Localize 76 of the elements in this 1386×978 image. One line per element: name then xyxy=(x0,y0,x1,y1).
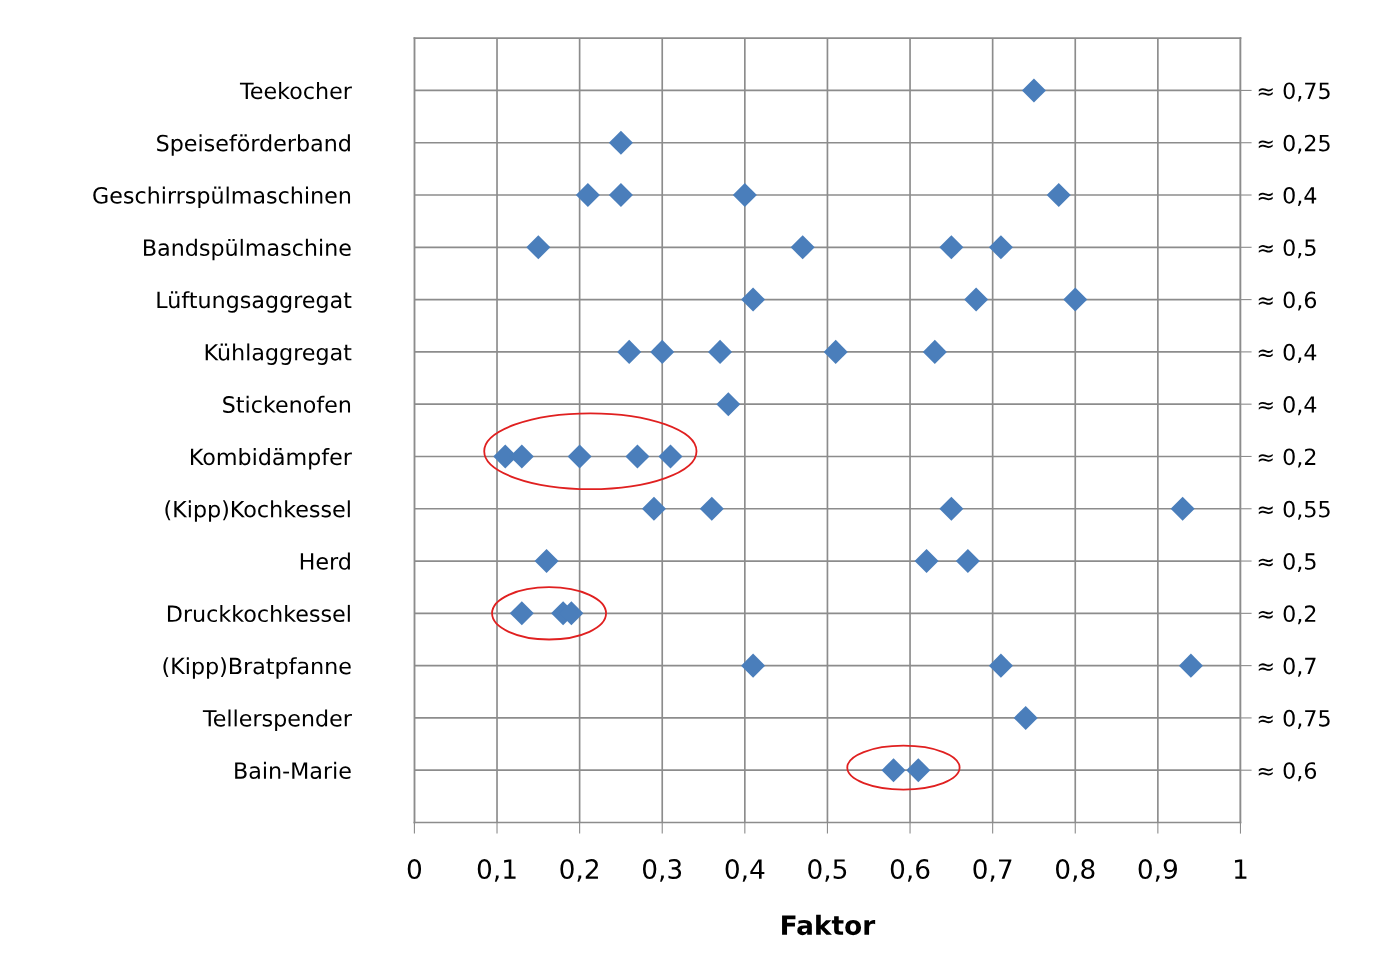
x-tick-label: 0,8 xyxy=(1056,859,1095,882)
y-tick-label: Tellerspender xyxy=(202,709,352,731)
point xyxy=(914,549,939,574)
point xyxy=(716,392,741,417)
x-tick-label: 0,9 xyxy=(1138,859,1177,882)
point xyxy=(988,235,1013,260)
y2-tick-label: ≈ 0,6 xyxy=(1258,291,1317,311)
y2-tick-label: ≈ 0,25 xyxy=(1258,134,1330,154)
x-tick-label: 1 xyxy=(1234,859,1247,879)
y-tick-label: Teekocher xyxy=(239,81,352,100)
y-tick-label: (Kipp)Bratpfanne xyxy=(163,657,351,679)
point xyxy=(1013,705,1038,730)
point xyxy=(922,339,947,364)
y-tick-label: Kombidämpfer xyxy=(191,448,352,470)
x-tick-label: 0,5 xyxy=(808,859,847,882)
y2-tick-label: ≈ 0,5 xyxy=(1258,553,1316,573)
point xyxy=(708,339,733,364)
point xyxy=(964,287,989,312)
y2-tick-label: ≈ 0,2 xyxy=(1258,448,1316,468)
point xyxy=(625,444,650,469)
point xyxy=(650,339,675,364)
y2-tick-label: ≈ 0,75 xyxy=(1258,82,1330,102)
point xyxy=(741,287,766,312)
y2-tick-label: ≈ 0,6 xyxy=(1258,762,1317,782)
point xyxy=(567,444,592,469)
point xyxy=(732,182,757,208)
y-tick-label: (Kipp)Kochkessel xyxy=(165,500,350,522)
y-tick-label: Geschirrspülmaschinen xyxy=(93,186,351,209)
x-tick-label: 0,6 xyxy=(890,859,930,882)
y-tick-label: Herd xyxy=(300,552,350,570)
y2-tick-label: ≈ 0,4 xyxy=(1258,396,1317,416)
x-axis-title: Faktor xyxy=(782,914,876,936)
y-tick-label: Stickenofen xyxy=(223,395,351,413)
y-tick-label: Druckkochkessel xyxy=(167,604,350,623)
point xyxy=(658,444,683,469)
point xyxy=(1170,496,1195,521)
y2-tick-label: ≈ 0,4 xyxy=(1258,343,1317,363)
y2-tick-label: ≈ 0,75 xyxy=(1258,709,1330,729)
point xyxy=(1178,653,1203,678)
y-tick-label: Lüftungsaggregat xyxy=(157,291,352,313)
point xyxy=(881,758,906,783)
point xyxy=(526,235,551,260)
y2-tick-label: ≈ 0,2 xyxy=(1258,605,1316,625)
point xyxy=(699,496,724,521)
x-tick-label: 0,4 xyxy=(725,859,765,882)
point xyxy=(509,601,534,626)
x-tick-label: 0,1 xyxy=(477,859,516,882)
x-tick-label: 0,7 xyxy=(973,859,1012,882)
point xyxy=(617,339,642,364)
point xyxy=(939,235,964,260)
point xyxy=(955,549,980,574)
point xyxy=(823,339,848,364)
y2-tick-label: ≈ 0,55 xyxy=(1258,500,1330,520)
point xyxy=(1046,182,1071,208)
point xyxy=(1063,287,1088,312)
point xyxy=(1021,78,1046,103)
y-tick-label: Bandspülmaschine xyxy=(144,238,351,261)
y-tick-label: Bain-Marie xyxy=(235,761,351,779)
x-tick-label: 0,3 xyxy=(642,859,682,882)
y-tick-label: Speiseförderband xyxy=(157,134,350,156)
y2-tick-label: ≈ 0,7 xyxy=(1258,657,1316,677)
point xyxy=(741,653,766,678)
point xyxy=(608,130,633,155)
y2-tick-label: ≈ 0,4 xyxy=(1258,186,1317,207)
point xyxy=(988,653,1013,678)
x-tick-label: 0 xyxy=(407,859,422,880)
point xyxy=(575,182,600,208)
point xyxy=(608,182,633,208)
y2-tick-label: ≈ 0,5 xyxy=(1258,239,1316,259)
point xyxy=(534,549,559,574)
point xyxy=(790,235,815,260)
point xyxy=(906,758,931,783)
y-tick-label: Kühlaggregat xyxy=(205,343,352,365)
point xyxy=(641,496,666,521)
point xyxy=(939,496,964,521)
x-tick-label: 0,2 xyxy=(560,859,598,882)
